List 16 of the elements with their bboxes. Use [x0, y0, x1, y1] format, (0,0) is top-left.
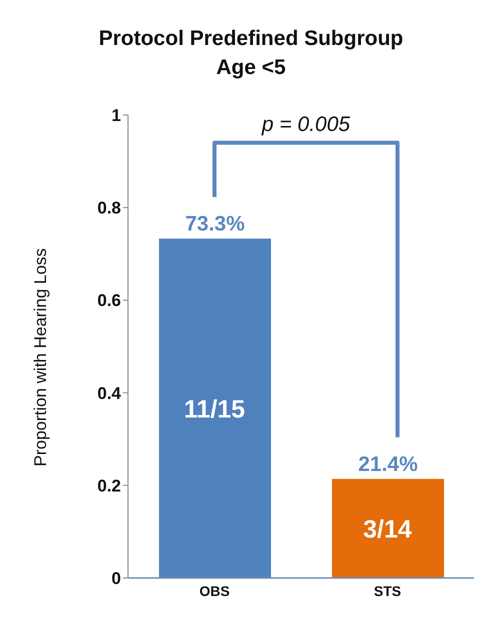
annotation: 3/14 — [363, 515, 412, 544]
x-tick-label: STS — [374, 582, 402, 599]
y-tick-label: 0.8 — [97, 198, 121, 218]
chart-subtitle: Age <5 — [215, 55, 287, 81]
y-axis-title: Proportion with Hearing Loss — [31, 248, 50, 466]
y-tick-label: 0.4 — [97, 384, 122, 403]
annotation: 11/15 — [184, 395, 246, 424]
data-label: 21.4% — [358, 452, 418, 476]
x-tick-label: OBS — [199, 582, 230, 599]
chart-title: Protocol Predefined Subgroup — [98, 26, 404, 52]
y-tick-label: 1 — [112, 106, 121, 126]
y-tick-label: 0.2 — [97, 476, 121, 496]
data-label: 73.3% — [185, 212, 246, 236]
annotation: p = 0.005 — [260, 112, 350, 136]
y-tick-label: 0.6 — [97, 291, 121, 310]
y-tick-label: 0 — [112, 569, 121, 588]
